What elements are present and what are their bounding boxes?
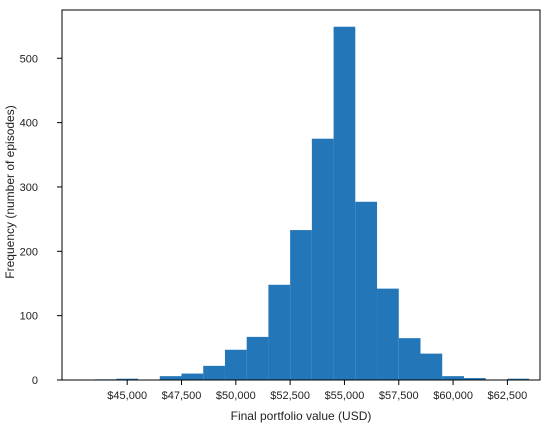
x-axis-ticks: $45,000 $47,500 $50,000 $52,500 $55,000 $57,5…: [107, 380, 527, 402]
x-tick-label: $55,000: [325, 390, 365, 402]
x-tick-label: $45,000: [107, 390, 147, 402]
x-axis-label: Final portfolio value (USD): [231, 409, 372, 423]
x-tick-label: $50,000: [216, 390, 256, 402]
y-tick-label: 300: [20, 182, 38, 194]
y-tick-label: 500: [20, 53, 38, 65]
y-axis-label: Frequency (number of episodes): [3, 105, 17, 278]
y-tick-label: 200: [20, 246, 38, 258]
histogram-bar: [246, 336, 269, 380]
x-tick-label: $62,500: [488, 390, 528, 402]
histogram-bar: [290, 230, 312, 380]
histogram-bars: [94, 26, 530, 380]
histogram-bar: [116, 378, 139, 380]
x-tick-label: $47,500: [162, 390, 202, 402]
histogram-bar: [377, 288, 399, 380]
histogram-bar: [268, 284, 291, 380]
histogram-bar: [463, 378, 486, 380]
y-tick-label: 0: [32, 375, 38, 387]
plot-frame: [61, 9, 541, 381]
x-tick-label: $60,000: [433, 390, 473, 402]
y-tick-label: 400: [20, 118, 38, 130]
histogram-bar: [398, 338, 421, 380]
histogram-bar: [159, 376, 182, 380]
x-tick-label: $52,500: [270, 390, 310, 402]
histogram-bar: [507, 378, 530, 380]
histogram-bar: [203, 365, 225, 380]
y-tick-label: 100: [20, 311, 38, 323]
histogram-bar: [224, 349, 247, 380]
x-tick-label: $57,500: [379, 390, 419, 402]
histogram-bar: [181, 373, 204, 380]
histogram-bar: [442, 376, 464, 380]
histogram-bar: [355, 201, 378, 380]
histogram-bar: [333, 26, 356, 380]
histogram-bar: [311, 138, 334, 380]
y-axis-ticks: 0 100 200 300 400 500: [20, 53, 62, 387]
histogram-bar: [420, 353, 443, 380]
